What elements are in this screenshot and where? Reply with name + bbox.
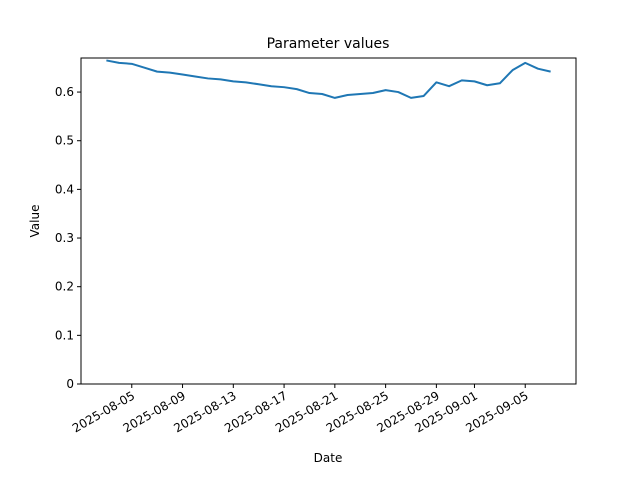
- plot-frame: [80, 57, 577, 385]
- y-tick-label: 0.2: [55, 280, 74, 294]
- chart-title: Parameter values: [267, 36, 390, 52]
- y-tick-label: 0.1: [55, 328, 74, 342]
- y-tick-label: 0.6: [55, 85, 74, 99]
- y-axis-label: Value: [28, 205, 42, 238]
- y-tick-label: 0.5: [55, 134, 74, 148]
- data-line: [106, 59, 551, 99]
- y-tick-label: 0: [66, 377, 74, 391]
- y-tick-label: 0.4: [55, 182, 74, 196]
- x-axis-label: Date: [314, 451, 343, 465]
- y-tick-label: 0.3: [55, 231, 74, 245]
